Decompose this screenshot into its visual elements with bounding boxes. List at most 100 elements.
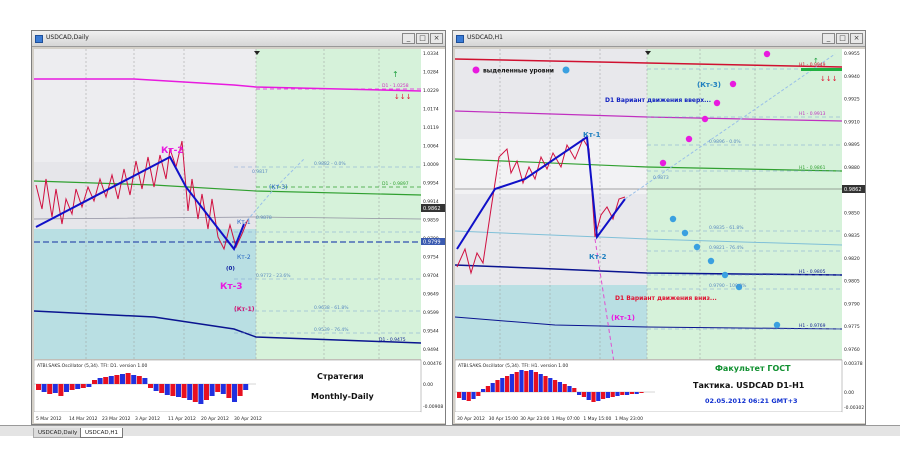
projection-down bbox=[594, 238, 616, 370]
osc-bar bbox=[572, 388, 577, 392]
price-label: 0.9820 bbox=[844, 256, 860, 262]
osc-bar bbox=[136, 376, 142, 384]
green-level bbox=[455, 158, 843, 172]
d1-mid-text: D1 - 0.9897 bbox=[382, 181, 409, 187]
window-title: USDCAD,Daily bbox=[46, 34, 89, 41]
maximize-button[interactable]: □ bbox=[836, 33, 849, 44]
close-button[interactable]: × bbox=[430, 33, 443, 44]
magenta-dot bbox=[763, 50, 771, 58]
title-bar[interactable]: USDCAD,H1 _ □ × bbox=[453, 31, 865, 47]
osc-bar bbox=[153, 384, 159, 391]
blue-dot bbox=[707, 257, 715, 265]
osc-bar bbox=[553, 380, 558, 392]
price-label: 0.9880 bbox=[844, 165, 860, 171]
legend-magenta-dot bbox=[472, 66, 480, 74]
caption-line2: Тактика. USDCAD D1-H1 bbox=[693, 381, 805, 390]
chart-window-h1[interactable]: USDCAD,H1 _ □ × выделенные уровни (Кт-3)… bbox=[452, 30, 866, 425]
osc-bar bbox=[529, 370, 534, 392]
red-level bbox=[455, 58, 843, 68]
osc-bar bbox=[108, 376, 114, 384]
minimize-button[interactable]: _ bbox=[402, 33, 415, 44]
label-kt3: Кт-3 bbox=[220, 282, 243, 292]
cyan-level bbox=[455, 230, 843, 246]
price-axis-labels: 1.0334 1.0284 1.0229 1.0174 1.0119 1.0064 1.00… bbox=[423, 51, 439, 353]
price-label: 0.9544 bbox=[423, 329, 439, 335]
osc-bar bbox=[505, 376, 510, 392]
period-marker-icon bbox=[645, 51, 651, 55]
cyan-zone bbox=[455, 285, 647, 359]
osc-bar bbox=[495, 380, 500, 392]
fib-label-4: 0.9638 - 61.8% bbox=[314, 305, 349, 311]
osc-bar bbox=[615, 392, 620, 396]
label-kt2: Кт-2 bbox=[161, 146, 184, 156]
current-price-2: 0.9799 bbox=[423, 240, 441, 246]
title-bar[interactable]: USDCAD,Daily _ □ × bbox=[32, 31, 445, 47]
daily-chart[interactable]: Кт-2 Кт-3 Кт-1 Кт-2 (Кт-3) (Кт-1) (0) D1… bbox=[34, 49, 445, 423]
osc-bar bbox=[103, 377, 109, 384]
price-axis bbox=[842, 49, 865, 423]
d1-low-text: D1 - 0.9475 bbox=[379, 337, 406, 343]
chart-icon bbox=[456, 35, 464, 43]
price-label: 1.0064 bbox=[423, 144, 439, 150]
osc-bar bbox=[581, 392, 586, 397]
magenta-dot bbox=[659, 159, 667, 167]
future-zone bbox=[256, 49, 421, 359]
label-kt1: Кт-1 bbox=[237, 219, 251, 226]
projection-up bbox=[243, 158, 305, 225]
osc-bar bbox=[500, 378, 505, 392]
period-marker-icon bbox=[254, 51, 260, 55]
time-axis bbox=[455, 412, 842, 423]
time-label: 5 Mar 2012 bbox=[36, 416, 62, 422]
label-zero: (0) bbox=[226, 266, 235, 272]
osc-bar bbox=[533, 372, 538, 392]
h1-d-text: H1 - 0.9805 bbox=[799, 269, 826, 275]
arrows-down-icon: ↓↓↓ bbox=[820, 75, 838, 83]
tab-usdcad-h1[interactable]: USDCAD,H1 bbox=[80, 428, 123, 438]
fib-label-2: 0.9835 - 61.8% bbox=[709, 225, 744, 231]
minimize-button[interactable]: _ bbox=[822, 33, 835, 44]
close-button[interactable]: × bbox=[850, 33, 863, 44]
price-axis bbox=[421, 49, 445, 423]
osc-bar bbox=[471, 392, 476, 399]
tab-usdcad-daily[interactable]: USDCAD,Daily bbox=[33, 428, 83, 438]
label-kt2: Кт-2 bbox=[589, 253, 607, 261]
time-label: 30 Apr 2012 bbox=[457, 416, 485, 422]
osc-bar bbox=[187, 384, 193, 400]
time-label: 14 Mar 2012 bbox=[69, 416, 98, 422]
light-zone bbox=[455, 139, 647, 194]
chart-window-daily[interactable]: USDCAD,Daily _ □ × Кт-2 Кт-3 Кт-1 Кт-2 (… bbox=[31, 30, 446, 425]
oscillator-title: ATBI.SAKS.Oscillator (5,34). TFI: H1. ve… bbox=[458, 363, 568, 369]
fib-label-3: 0.9821 - 76.4% bbox=[709, 245, 744, 251]
h1-c-text: H1 - 0.9861 bbox=[799, 165, 826, 171]
fib-lines bbox=[234, 166, 421, 334]
price-label: 0.9954 bbox=[423, 181, 439, 187]
h1-chart[interactable]: выделенные уровни (Кт-3) D1 Вариант движ… bbox=[455, 49, 865, 423]
price-label: 0.9775 bbox=[844, 324, 860, 330]
osc-bar bbox=[586, 392, 591, 400]
time-label: 3 Apr 2012 bbox=[135, 416, 160, 422]
caption-line1: Факультет ГОСТ bbox=[715, 364, 791, 373]
label-kt1-proj: (Кт-1) bbox=[234, 306, 255, 313]
osc-bar bbox=[490, 383, 495, 392]
h1-top-text: H1 - 0.9949 bbox=[799, 62, 826, 68]
projection-dots-up bbox=[659, 50, 771, 167]
current-price-box-2 bbox=[421, 238, 445, 245]
osc-bar bbox=[519, 370, 524, 392]
osc-label-mid: 0.00 bbox=[423, 382, 433, 388]
osc-bar bbox=[514, 372, 519, 392]
maximize-button[interactable]: □ bbox=[416, 33, 429, 44]
osc-bar bbox=[601, 392, 606, 399]
osc-bar bbox=[47, 384, 53, 394]
time-axis-labels: 30 Apr 2012 30 Apr 15:00 30 Apr 23:00 1 May… bbox=[457, 416, 643, 422]
osc-label-bot: -0.00302 bbox=[844, 405, 864, 411]
osc-bar bbox=[120, 374, 125, 384]
time-label: 30 Apr 23:00 bbox=[520, 416, 549, 422]
time-axis bbox=[34, 412, 421, 423]
osc-bar bbox=[125, 373, 131, 384]
label-kt1: Кт-1 bbox=[583, 131, 601, 139]
arrow-up-icon: ↑ bbox=[813, 57, 819, 65]
arrows-down-icon: ↓↓↓ bbox=[394, 93, 412, 101]
osc-bar bbox=[237, 384, 243, 396]
magenta-dot bbox=[701, 115, 709, 123]
price-label: 1.0284 bbox=[423, 70, 439, 76]
